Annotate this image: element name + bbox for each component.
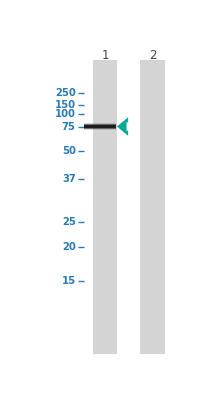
Text: 2: 2 <box>148 49 156 62</box>
FancyArrow shape <box>116 117 128 136</box>
Text: 25: 25 <box>61 217 75 227</box>
Bar <box>140 60 164 354</box>
Text: 1: 1 <box>101 49 108 62</box>
Bar <box>83 124 116 129</box>
Text: 20: 20 <box>62 242 75 252</box>
Bar <box>83 126 116 127</box>
Bar <box>83 126 116 127</box>
Text: 75: 75 <box>61 122 75 132</box>
Bar <box>83 125 116 128</box>
Bar <box>83 125 116 128</box>
Bar <box>83 124 116 130</box>
Bar <box>83 124 116 129</box>
Bar <box>92 60 117 354</box>
Bar <box>83 125 116 128</box>
Text: 37: 37 <box>62 174 75 184</box>
Text: 150: 150 <box>54 100 75 110</box>
Text: 100: 100 <box>54 109 75 119</box>
Text: 50: 50 <box>61 146 75 156</box>
Text: 15: 15 <box>61 276 75 286</box>
Text: 250: 250 <box>55 88 75 98</box>
